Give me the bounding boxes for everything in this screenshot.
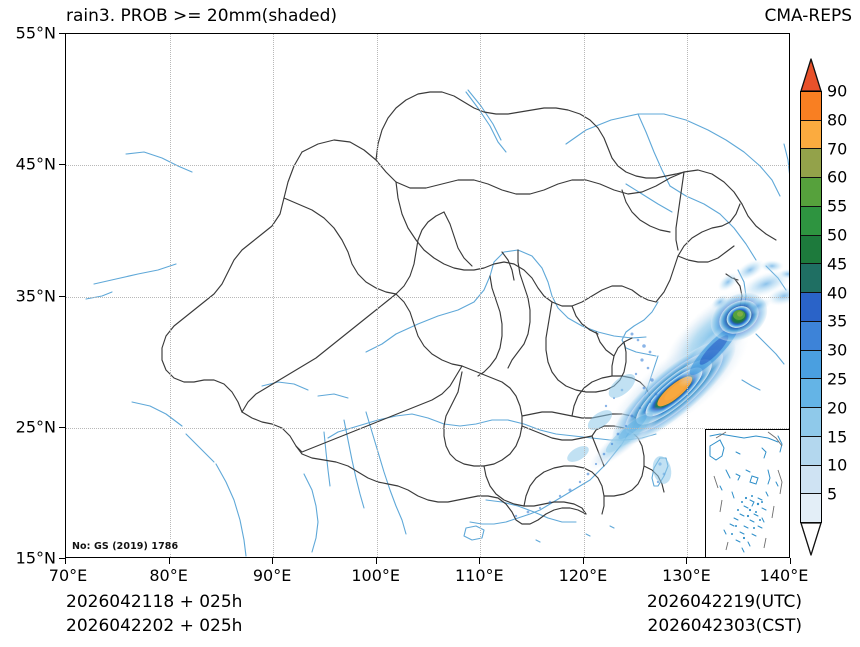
colorbar-over-arrow (800, 58, 822, 92)
precipitation-shading (514, 259, 789, 518)
colorbar-band (801, 493, 821, 522)
xtick-label: 120°E (558, 566, 608, 585)
coastal-speckles (514, 332, 666, 518)
colorbar-label: 60 (827, 167, 848, 187)
colorbar-band (801, 205, 821, 235)
xtick (272, 558, 274, 564)
model-label: CMA-REPS (764, 6, 852, 26)
colorbar-band (801, 177, 821, 206)
ytick-label: 25°N (15, 417, 56, 437)
ytick-label: 15°N (15, 548, 56, 568)
colorbar-label: 15 (827, 427, 848, 447)
ytick-label: 45°N (15, 154, 56, 174)
colorbar-band (801, 320, 821, 350)
map-canvas: No: GS (2019) 1786 (66, 34, 789, 557)
colorbar-band (801, 91, 821, 120)
colorbar-label: 30 (827, 340, 848, 360)
colorbar-band (801, 349, 821, 379)
map-plot-area[interactable]: No: GS (2019) 1786 (65, 33, 790, 558)
colorbar-bands (800, 91, 822, 523)
colorbar[interactable]: 90 80 70 60 55 50 45 40 35 30 25 20 15 1… (800, 58, 858, 556)
colorbar-under-arrow (800, 522, 822, 556)
ytick-label: 35°N (15, 286, 56, 305)
colorbar-band (801, 234, 821, 264)
plume-wisps (711, 259, 789, 315)
xtick-label: 140°E (759, 566, 809, 585)
colorbar-label: 70 (827, 139, 848, 159)
colorbar-label: 45 (827, 254, 848, 274)
ytick (59, 33, 65, 34)
xtick-label: 80°E (149, 566, 188, 585)
xtick (582, 558, 584, 564)
xtick-label: 90°E (252, 566, 292, 585)
colorbar-band (801, 263, 821, 293)
ytick (59, 295, 65, 297)
colorbar-band (801, 435, 821, 465)
xtick (65, 558, 66, 564)
footer-init-time-cst: 2026042202 + 025h (66, 616, 243, 636)
map-svg (85, 89, 789, 557)
administrative-borders (161, 91, 777, 525)
colorbar-band (801, 464, 821, 494)
map-watermark: No: GS (2019) 1786 (70, 540, 181, 553)
rivers-and-coastlines (85, 89, 789, 557)
xtick (790, 558, 791, 564)
colorbar-band (801, 148, 821, 178)
colorbar-label: 35 (827, 311, 848, 331)
xtick-label: 100°E (351, 566, 401, 585)
xtick (168, 558, 170, 564)
colorbar-band (801, 119, 821, 149)
colorbar-label: 80 (827, 110, 848, 130)
xtick-label: 110°E (454, 566, 504, 585)
ytick (59, 426, 65, 428)
ytick-label: 55°N (15, 23, 56, 43)
footer-valid-time-cst: 2026042303(CST) (647, 616, 802, 636)
colorbar-band (801, 292, 821, 321)
xtick-label: 130°E (662, 566, 711, 585)
xtick (686, 558, 688, 564)
page-title: rain3. PROB >= 20mm(shaded) (66, 6, 338, 26)
footer-init-time-utc: 2026042118 + 025h (66, 592, 243, 612)
colorbar-band (801, 407, 821, 436)
xtick-label: 70°E (48, 566, 88, 585)
footer-valid-time-utc: 2026042219(UTC) (646, 592, 802, 612)
colorbar-label: 10 (827, 455, 848, 475)
colorbar-label: 5 (827, 484, 838, 504)
inset-svg (709, 431, 783, 553)
colorbar-label: 50 (827, 225, 848, 245)
xtick (479, 558, 481, 564)
colorbar-label: 90 (827, 81, 848, 101)
ytick (59, 164, 65, 166)
xtick (375, 558, 377, 564)
colorbar-label: 25 (827, 369, 848, 389)
ytick (59, 558, 65, 559)
colorbar-label: 20 (827, 398, 848, 418)
south-china-sea-inset (704, 428, 789, 557)
colorbar-label: 40 (827, 283, 848, 303)
colorbar-band (801, 378, 821, 408)
colorbar-label: 55 (827, 196, 848, 216)
